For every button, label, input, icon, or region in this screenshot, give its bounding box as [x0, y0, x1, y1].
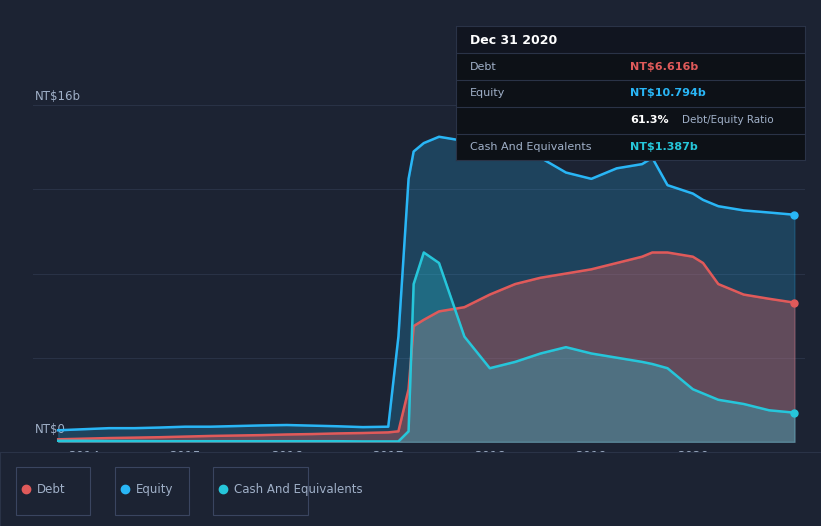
- Text: Cash And Equivalents: Cash And Equivalents: [470, 142, 591, 152]
- Text: NT$6.616b: NT$6.616b: [631, 62, 699, 72]
- Bar: [16, 467, 90, 515]
- Text: NT$1.387b: NT$1.387b: [631, 142, 698, 152]
- Bar: [213, 467, 308, 515]
- Text: Dec 31 2020: Dec 31 2020: [470, 34, 557, 47]
- Text: NT$10.794b: NT$10.794b: [631, 88, 706, 98]
- Text: Cash And Equivalents: Cash And Equivalents: [234, 483, 363, 495]
- Text: 61.3%: 61.3%: [631, 115, 669, 125]
- Text: Debt: Debt: [470, 62, 497, 72]
- Bar: [456, 26, 805, 53]
- Text: Debt: Debt: [37, 483, 66, 495]
- Text: NT$16b: NT$16b: [35, 89, 81, 103]
- Bar: [115, 467, 189, 515]
- Text: Equity: Equity: [470, 88, 505, 98]
- Text: Debt/Equity Ratio: Debt/Equity Ratio: [682, 115, 774, 125]
- Text: Equity: Equity: [135, 483, 173, 495]
- Text: NT$0: NT$0: [35, 423, 66, 437]
